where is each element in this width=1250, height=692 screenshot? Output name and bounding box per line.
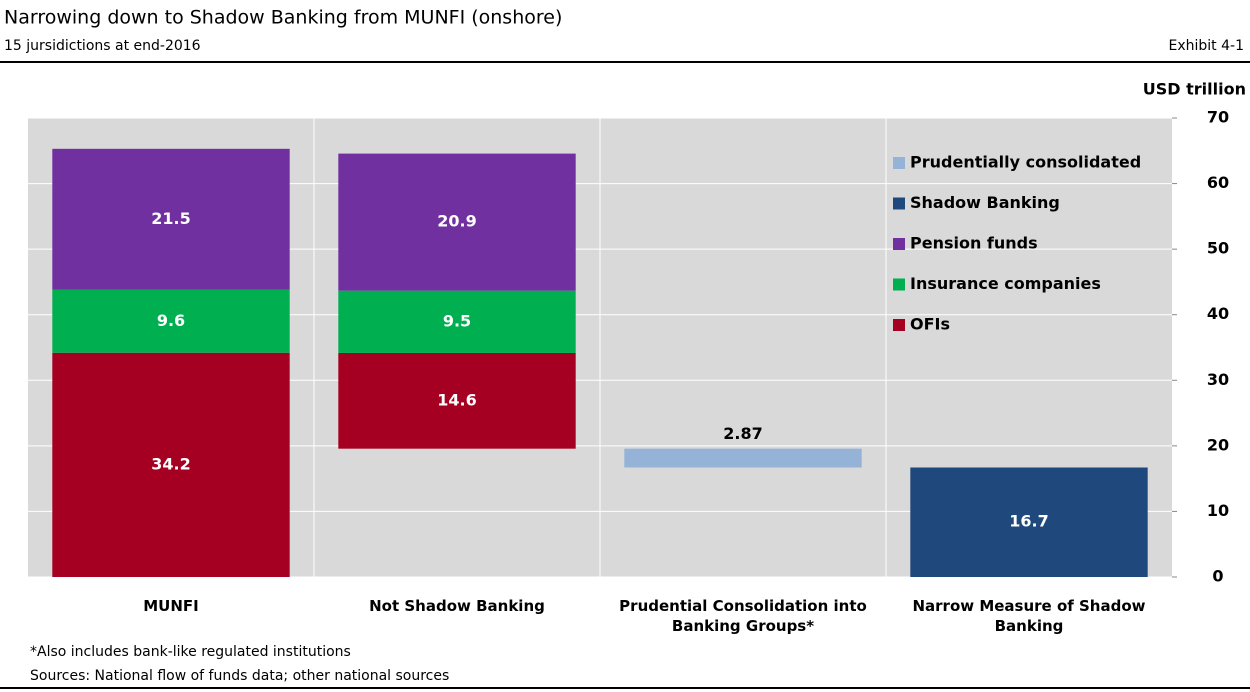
bar-segment bbox=[338, 352, 576, 449]
bar-segment bbox=[910, 467, 1148, 577]
y-tick-label: 20 bbox=[1207, 435, 1229, 454]
legend-label: Insurance companies bbox=[910, 274, 1101, 293]
y-tick-label: 50 bbox=[1207, 239, 1229, 258]
data-label: 2.87 bbox=[723, 424, 762, 443]
legend-swatch bbox=[893, 278, 905, 291]
y-axis-label: USD trillion bbox=[1143, 80, 1246, 99]
data-label: 14.6 bbox=[437, 390, 476, 409]
chart-title: Narrowing down to Shadow Banking from MU… bbox=[4, 7, 562, 29]
legend-label: Prudentially consolidated bbox=[910, 153, 1141, 172]
y-tick-label: 60 bbox=[1207, 173, 1229, 192]
chart-subtitle: 15 jursidictions at end-2016 bbox=[4, 38, 201, 54]
y-tick-label: 10 bbox=[1207, 501, 1229, 520]
legend-swatch bbox=[893, 157, 905, 169]
footnote: *Also includes bank-like regulated insti… bbox=[30, 644, 351, 660]
legend-label: Shadow Banking bbox=[910, 193, 1060, 212]
bar-segment bbox=[52, 289, 290, 353]
data-label: 20.9 bbox=[437, 212, 476, 231]
exhibit-label: Exhibit 4-1 bbox=[1169, 38, 1244, 54]
data-label: 34.2 bbox=[151, 454, 190, 473]
data-label: 9.5 bbox=[443, 311, 471, 330]
y-tick-label: 30 bbox=[1207, 370, 1229, 389]
y-tick-label: 0 bbox=[1212, 567, 1223, 586]
bar-segment bbox=[52, 352, 290, 577]
bar-segment bbox=[624, 448, 862, 468]
legend-swatch bbox=[893, 238, 905, 250]
source-note: Sources: National flow of funds data; ot… bbox=[30, 668, 449, 684]
legend-swatch bbox=[893, 319, 905, 331]
y-tick-label: 70 bbox=[1207, 108, 1229, 127]
x-tick-label: Prudential Consolidation into Banking Gr… bbox=[619, 597, 867, 635]
legend-swatch bbox=[893, 197, 905, 210]
x-tick-label: Narrow Measure of Shadow Banking bbox=[912, 597, 1146, 635]
x-tick-label: MUNFI bbox=[143, 597, 199, 615]
bar-segment bbox=[52, 148, 290, 290]
bar-segment bbox=[338, 290, 576, 353]
data-label: 9.6 bbox=[157, 311, 185, 330]
x-tick-label: Not Shadow Banking bbox=[369, 597, 545, 615]
legend-label: Pension funds bbox=[910, 234, 1038, 253]
y-tick-label: 40 bbox=[1207, 304, 1229, 323]
bar-segment bbox=[338, 153, 576, 291]
data-label: 16.7 bbox=[1009, 512, 1048, 531]
data-label: 21.5 bbox=[151, 209, 190, 228]
legend-label: OFIs bbox=[910, 315, 950, 334]
